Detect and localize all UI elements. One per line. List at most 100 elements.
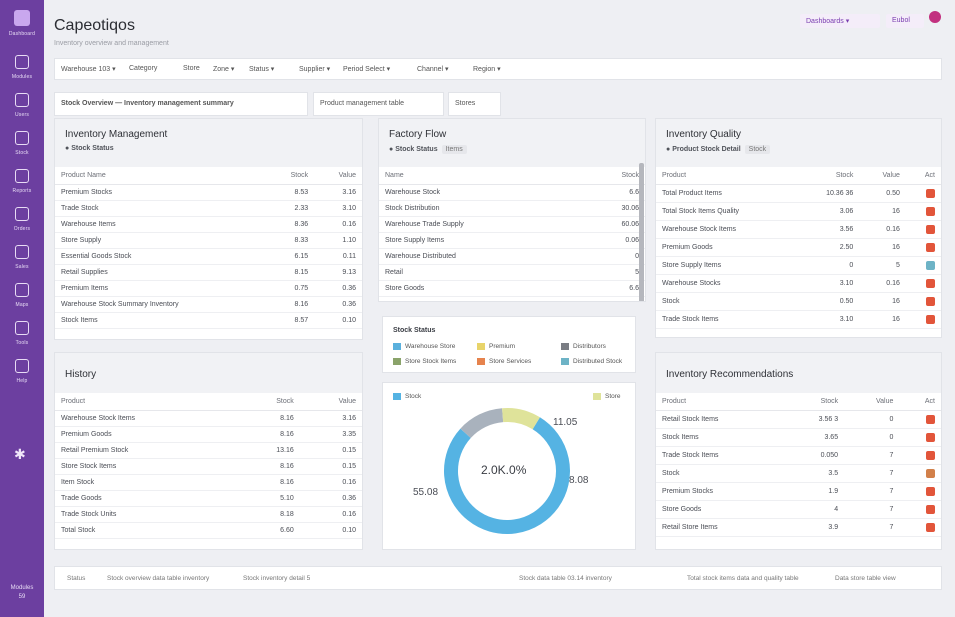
table-row[interactable]: Total Product Items 10.36 36 0.50	[656, 184, 941, 203]
column-header[interactable]: Act	[899, 393, 941, 411]
table-row[interactable]: Warehouse Stock 6.6	[379, 184, 645, 201]
filter-dropdown[interactable]: Period Select ▾	[343, 66, 391, 73]
donut-segment-2[interactable]	[502, 408, 540, 430]
column-header[interactable]: Product	[656, 167, 798, 185]
row-action-icon[interactable]	[926, 261, 935, 270]
row-action-icon[interactable]	[926, 433, 935, 442]
row-action-icon[interactable]	[926, 505, 935, 514]
table-row[interactable]: Retail Store Items 3.9 7	[656, 518, 941, 537]
table-row[interactable]: Item Stock 8.16 0.16	[55, 474, 362, 491]
tab-2[interactable]: Stores	[448, 92, 501, 116]
footer-link[interactable]: Data store table view	[835, 575, 896, 582]
column-header[interactable]: Product	[656, 393, 785, 411]
column-header[interactable]: Stock	[797, 167, 860, 185]
table-row[interactable]: Trade Stock Items 3.10 16	[656, 310, 941, 329]
column-header[interactable]: Stock	[266, 167, 315, 185]
column-header[interactable]: Product	[55, 393, 238, 411]
table-row[interactable]: Premium Items 0.75 0.36	[55, 280, 362, 297]
table-row[interactable]: Stock 0.50 16	[656, 292, 941, 311]
table-row[interactable]: Stock Items 3.65 0	[656, 428, 941, 447]
filter-dropdown[interactable]: Status ▾	[249, 66, 275, 73]
column-header[interactable]: Value	[844, 393, 900, 411]
table-row[interactable]: Premium Goods 8.16 3.35	[55, 426, 362, 443]
avatar[interactable]	[929, 11, 941, 23]
table-row[interactable]: Essential Goods Stock 6.15 0.11	[55, 248, 362, 265]
table-row[interactable]: Premium Stocks 8.53 3.16	[55, 184, 362, 201]
sidebar-logo[interactable]: Dashboard	[7, 8, 37, 38]
table-row[interactable]: Store Stock Items 8.16 0.15	[55, 458, 362, 475]
donut-segment-0[interactable]	[444, 417, 570, 534]
table-row[interactable]: Total Stock Items Quality 3.06 16	[656, 202, 941, 221]
column-header[interactable]: Stock	[579, 167, 645, 185]
table-row[interactable]: Warehouse Distributed 0	[379, 248, 645, 265]
row-action-icon[interactable]	[926, 451, 935, 460]
column-header[interactable]: Stock	[237, 393, 300, 411]
table-row[interactable]: Stock 3.5 7	[656, 464, 941, 483]
sidebar-item-2[interactable]: Stock	[0, 128, 44, 164]
table-row[interactable]: Warehouse Stocks 3.10 0.16	[656, 274, 941, 293]
table-row[interactable]: Trade Stock Items 0.050 7	[656, 446, 941, 465]
sidebar-item-1[interactable]: Users	[0, 90, 44, 126]
table-row[interactable]: Retail Supplies 8.15 9.13	[55, 264, 362, 281]
row-action-icon[interactable]	[926, 207, 935, 216]
table-row[interactable]: Trade Goods 5.10 0.36	[55, 490, 362, 507]
table-row[interactable]: Premium Goods 2.50 16	[656, 238, 941, 257]
tab-0[interactable]: Stock Overview — Inventory management su…	[54, 92, 308, 116]
table-row[interactable]: Premium Stocks 1.9 7	[656, 482, 941, 501]
table-row[interactable]: Warehouse Stock Items 8.16 3.16	[55, 410, 362, 427]
table-row[interactable]: Retail 5	[379, 264, 645, 281]
table-row[interactable]: Total Stock 6.60 0.10	[55, 522, 362, 539]
sidebar-item-4[interactable]: Orders	[0, 204, 44, 240]
column-header[interactable]: Value	[314, 167, 362, 185]
column-header[interactable]: Value	[299, 393, 362, 411]
sidebar-item-7[interactable]: Tools	[0, 318, 44, 354]
row-action-icon[interactable]	[926, 279, 935, 288]
filter-dropdown[interactable]: Channel ▾	[417, 66, 449, 73]
row-action-icon[interactable]	[926, 523, 935, 532]
row-action-icon[interactable]	[926, 225, 935, 234]
column-header[interactable]: Stock	[784, 393, 845, 411]
row-action-icon[interactable]	[926, 469, 935, 478]
footer-link[interactable]: Total stock items data and quality table	[687, 575, 799, 582]
table-row[interactable]: Store Supply Items 0 5	[656, 256, 941, 275]
table-row[interactable]: Trade Stock 2.33 3.10	[55, 200, 362, 217]
table-row[interactable]: Stock Items 8.57 0.10	[55, 312, 362, 329]
dashboards-dropdown-button[interactable]: Dashboards ▾	[800, 14, 880, 28]
column-header[interactable]: Product Name	[55, 167, 267, 185]
filter-dropdown[interactable]: Supplier ▾	[299, 66, 331, 73]
table-row[interactable]: Warehouse Stock Items 3.56 0.16	[656, 220, 941, 239]
sidebar-item-8[interactable]: Help	[0, 356, 44, 392]
filter-dropdown[interactable]: Category	[129, 65, 158, 72]
filter-dropdown[interactable]: Region ▾	[473, 66, 501, 73]
table-row[interactable]: Store Goods 4 7	[656, 500, 941, 519]
sidebar-item-5[interactable]: Sales	[0, 242, 44, 278]
table-row[interactable]: Warehouse Items 8.36 0.16	[55, 216, 362, 233]
sidebar-item-6[interactable]: Maps	[0, 280, 44, 316]
table-row[interactable]: Retail Premium Stock 13.16 0.15	[55, 442, 362, 459]
footer-link[interactable]: Stock data table 03.14 inventory	[519, 575, 612, 582]
table-row[interactable]: Store Goods 6.6	[379, 280, 645, 297]
column-header[interactable]: Value	[859, 167, 906, 185]
filter-dropdown[interactable]: Warehouse 103 ▾	[61, 66, 116, 73]
table-row[interactable]: Warehouse Stock Summary Inventory 8.16 0.3…	[55, 296, 362, 313]
sidebar-item-0[interactable]: Modules	[0, 52, 44, 88]
tab-1[interactable]: Product management table	[313, 92, 444, 116]
column-header[interactable]: Act	[905, 167, 941, 185]
row-action-icon[interactable]	[926, 297, 935, 306]
row-action-icon[interactable]	[926, 243, 935, 252]
scrollbar[interactable]	[639, 163, 644, 301]
star-icon[interactable]: ✱	[14, 446, 26, 462]
table-row[interactable]: Trade Stock Units 8.18 0.16	[55, 506, 362, 523]
table-row[interactable]: Stock Distribution 30.06	[379, 200, 645, 217]
column-header[interactable]: Name	[379, 167, 580, 185]
table-row[interactable]: Store Supply Items 0.06	[379, 232, 645, 249]
table-row[interactable]: Store Supply 8.33 1.10	[55, 232, 362, 249]
row-action-icon[interactable]	[926, 415, 935, 424]
row-action-icon[interactable]	[926, 189, 935, 198]
donut-segment-1[interactable]	[460, 408, 504, 439]
table-row[interactable]: Warehouse Trade Supply 60.06	[379, 216, 645, 233]
user-menu-button[interactable]: Eubol	[886, 14, 924, 28]
filter-dropdown[interactable]: Zone ▾	[213, 66, 235, 73]
sidebar-item-3[interactable]: Reports	[0, 166, 44, 202]
